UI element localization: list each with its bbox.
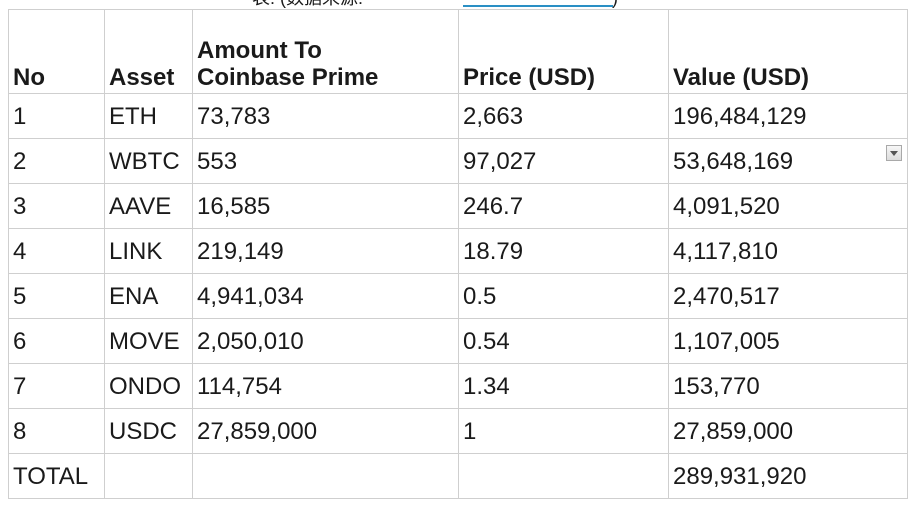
table-row: 7 ONDO 114,754 1.34 153,770 [8, 363, 908, 409]
cell-price[interactable]: 1 [458, 408, 669, 454]
cell-amount[interactable]: 4,941,034 [192, 273, 459, 319]
total-price[interactable] [458, 453, 669, 499]
cell-asset[interactable]: ETH [104, 93, 193, 139]
table-row: 4 LINK 219,149 18.79 4,117,810 [8, 228, 908, 274]
cell-no[interactable]: 7 [8, 363, 105, 409]
cell-no[interactable]: 8 [8, 408, 105, 454]
table-row: 8 USDC 27,859,000 1 27,859,000 [8, 408, 908, 454]
caption-fragment: 表: (数据来源: ) [0, 0, 922, 8]
asset-table: No Asset Amount To Coinbase Prime Price … [8, 9, 908, 499]
cell-no[interactable]: 5 [8, 273, 105, 319]
cell-asset[interactable]: USDC [104, 408, 193, 454]
cell-no[interactable]: 1 [8, 93, 105, 139]
cell-price[interactable]: 246.7 [458, 183, 669, 229]
cell-asset[interactable]: ONDO [104, 363, 193, 409]
table-row: 5 ENA 4,941,034 0.5 2,470,517 [8, 273, 908, 319]
total-label[interactable]: TOTAL [8, 453, 105, 499]
cell-price[interactable]: 1.34 [458, 363, 669, 409]
cell-amount[interactable]: 219,149 [192, 228, 459, 274]
total-row: TOTAL 289,931,920 [8, 453, 908, 499]
cell-amount[interactable]: 114,754 [192, 363, 459, 409]
cell-value[interactable]: 153,770 [668, 363, 908, 409]
cell-value[interactable]: 53,648,169 [668, 138, 908, 184]
header-price: Price (USD) [458, 9, 669, 94]
caption-close: ) [612, 0, 618, 8]
header-row: No Asset Amount To Coinbase Prime Price … [8, 9, 908, 94]
cell-value-text: 53,648,169 [673, 147, 794, 175]
cell-value[interactable]: 27,859,000 [668, 408, 908, 454]
cell-value[interactable]: 1,107,005 [668, 318, 908, 364]
cell-asset[interactable]: ENA [104, 273, 193, 319]
cell-price[interactable]: 2,663 [458, 93, 669, 139]
header-amount: Amount To Coinbase Prime [192, 9, 459, 94]
table-row: 3 AAVE 16,585 246.7 4,091,520 [8, 183, 908, 229]
cell-price[interactable]: 18.79 [458, 228, 669, 274]
cell-no[interactable]: 2 [8, 138, 105, 184]
cell-amount[interactable]: 73,783 [192, 93, 459, 139]
cell-no[interactable]: 4 [8, 228, 105, 274]
header-asset: Asset [104, 9, 193, 94]
caption-text: 表: (数据来源: [252, 0, 363, 8]
cell-value[interactable]: 2,470,517 [668, 273, 908, 319]
cell-value[interactable]: 4,091,520 [668, 183, 908, 229]
cell-amount[interactable]: 553 [192, 138, 459, 184]
total-value[interactable]: 289,931,920 [668, 453, 908, 499]
cell-asset[interactable]: LINK [104, 228, 193, 274]
table-row: 1 ETH 73,783 2,663 196,484,129 [8, 93, 908, 139]
header-value: Value (USD) [668, 9, 908, 94]
caption-link[interactable] [463, 5, 613, 7]
cell-amount[interactable]: 2,050,010 [192, 318, 459, 364]
cell-asset[interactable]: AAVE [104, 183, 193, 229]
cell-no[interactable]: 3 [8, 183, 105, 229]
cell-amount[interactable]: 27,859,000 [192, 408, 459, 454]
cell-price[interactable]: 0.54 [458, 318, 669, 364]
total-asset[interactable] [104, 453, 193, 499]
dropdown-arrow-icon[interactable] [886, 145, 902, 161]
header-amount-label: Amount To Coinbase Prime [197, 37, 379, 91]
total-amount[interactable] [192, 453, 459, 499]
table-row: 6 MOVE 2,050,010 0.54 1,107,005 [8, 318, 908, 364]
cell-price[interactable]: 97,027 [458, 138, 669, 184]
cell-no[interactable]: 6 [8, 318, 105, 364]
cell-amount[interactable]: 16,585 [192, 183, 459, 229]
cell-asset[interactable]: MOVE [104, 318, 193, 364]
cell-value[interactable]: 196,484,129 [668, 93, 908, 139]
table-row: 2 WBTC 553 97,027 53,648,169 [8, 138, 908, 184]
cell-price[interactable]: 0.5 [458, 273, 669, 319]
header-no: No [8, 9, 105, 94]
cell-asset[interactable]: WBTC [104, 138, 193, 184]
cell-value[interactable]: 4,117,810 [668, 228, 908, 274]
